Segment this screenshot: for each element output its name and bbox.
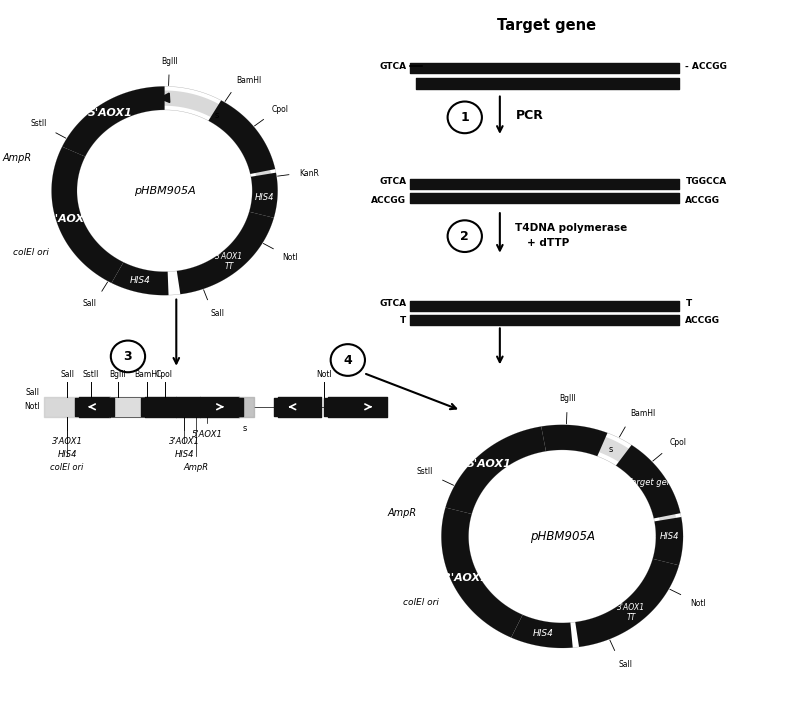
Text: PCR: PCR	[515, 109, 543, 122]
Text: ACCGG: ACCGG	[371, 196, 406, 204]
Polygon shape	[630, 603, 642, 614]
Text: SalI: SalI	[82, 300, 97, 308]
Polygon shape	[51, 147, 123, 283]
Text: BglII: BglII	[559, 394, 576, 402]
Polygon shape	[511, 615, 573, 648]
Text: - ACCGG: - ACCGG	[686, 62, 727, 71]
Text: BamHI: BamHI	[630, 409, 655, 418]
Text: 3'AOX1: 3'AOX1	[442, 573, 487, 583]
Text: NotI: NotI	[24, 402, 40, 411]
Text: HIS4: HIS4	[255, 193, 274, 202]
Text: T: T	[400, 316, 406, 325]
Text: BglII: BglII	[161, 57, 178, 66]
Text: SalI: SalI	[619, 660, 633, 669]
Text: 2: 2	[460, 230, 469, 243]
Text: T: T	[686, 300, 692, 308]
Polygon shape	[250, 173, 278, 218]
Polygon shape	[62, 86, 165, 157]
Text: 4: 4	[343, 354, 352, 366]
Text: 3'AOX1: 3'AOX1	[52, 437, 82, 446]
Text: pHBM905A: pHBM905A	[530, 530, 594, 543]
Polygon shape	[442, 508, 522, 637]
Text: GTCA: GTCA	[379, 177, 406, 186]
Text: HIS4: HIS4	[533, 629, 554, 639]
Text: HIS4: HIS4	[130, 276, 150, 285]
Text: NotI: NotI	[282, 253, 298, 263]
Text: Target gene: Target gene	[497, 18, 596, 32]
Text: 5'AOX1: 5'AOX1	[192, 430, 223, 439]
Polygon shape	[159, 93, 170, 102]
Text: BglII: BglII	[110, 371, 126, 379]
Text: CpoI: CpoI	[271, 104, 289, 114]
Text: SalI: SalI	[211, 309, 225, 318]
Text: Target gene: Target gene	[627, 478, 678, 487]
Text: 3'AOX1: 3'AOX1	[169, 437, 199, 446]
Text: 3'AOX1
TT: 3'AOX1 TT	[617, 603, 646, 622]
Text: NotI: NotI	[690, 599, 706, 608]
Text: SstII: SstII	[30, 120, 47, 128]
Text: KanR: KanR	[299, 169, 319, 178]
Polygon shape	[542, 425, 607, 456]
Text: 1: 1	[460, 111, 469, 124]
Text: 3'AOX1: 3'AOX1	[46, 215, 92, 225]
Text: GTCA: GTCA	[379, 62, 406, 71]
Polygon shape	[60, 204, 70, 215]
Text: CpoI: CpoI	[670, 438, 687, 447]
Text: HIS4: HIS4	[58, 450, 77, 459]
Text: ACCGG: ACCGG	[686, 196, 720, 204]
Text: colEl ori: colEl ori	[403, 598, 438, 607]
Text: BamHI: BamHI	[134, 371, 159, 379]
Polygon shape	[225, 256, 235, 266]
Text: SstII: SstII	[82, 371, 98, 379]
Text: GTCA: GTCA	[379, 300, 406, 308]
Text: HIS4: HIS4	[660, 532, 679, 541]
Text: SalI: SalI	[26, 388, 40, 397]
Text: pHBM905A: pHBM905A	[134, 186, 195, 196]
Text: SstII: SstII	[417, 467, 433, 476]
Polygon shape	[111, 262, 169, 295]
Polygon shape	[616, 445, 681, 518]
Polygon shape	[446, 426, 546, 514]
Polygon shape	[177, 212, 274, 294]
Text: TGGCCA: TGGCCA	[686, 177, 726, 186]
Text: 5'AOX1: 5'AOX1	[87, 108, 132, 118]
Text: s: s	[214, 112, 218, 120]
Text: AmpR: AmpR	[2, 153, 31, 163]
Text: ACCGG: ACCGG	[686, 316, 720, 325]
Text: + dTTP: + dTTP	[527, 238, 570, 248]
Polygon shape	[653, 517, 683, 565]
Text: colEl ori: colEl ori	[13, 248, 49, 257]
Text: BamHI: BamHI	[237, 76, 262, 84]
Text: 3'AOX1
TT: 3'AOX1 TT	[215, 252, 243, 271]
Text: T4DNA polymerase: T4DNA polymerase	[515, 223, 628, 233]
Text: s: s	[242, 424, 247, 433]
Polygon shape	[209, 100, 275, 174]
Text: s: s	[608, 445, 613, 454]
Text: colEl ori: colEl ori	[50, 463, 84, 472]
Text: 5'AOX1: 5'AOX1	[466, 459, 511, 469]
Text: CpoI: CpoI	[156, 371, 173, 379]
Polygon shape	[454, 563, 464, 575]
Polygon shape	[553, 431, 565, 442]
Text: SalI: SalI	[60, 371, 74, 379]
Polygon shape	[575, 559, 679, 647]
Text: AmpR: AmpR	[388, 508, 417, 518]
Text: HIS4: HIS4	[174, 450, 194, 459]
Text: NotI: NotI	[317, 371, 332, 379]
Text: AmpR: AmpR	[183, 463, 208, 472]
Text: 3: 3	[124, 350, 132, 363]
